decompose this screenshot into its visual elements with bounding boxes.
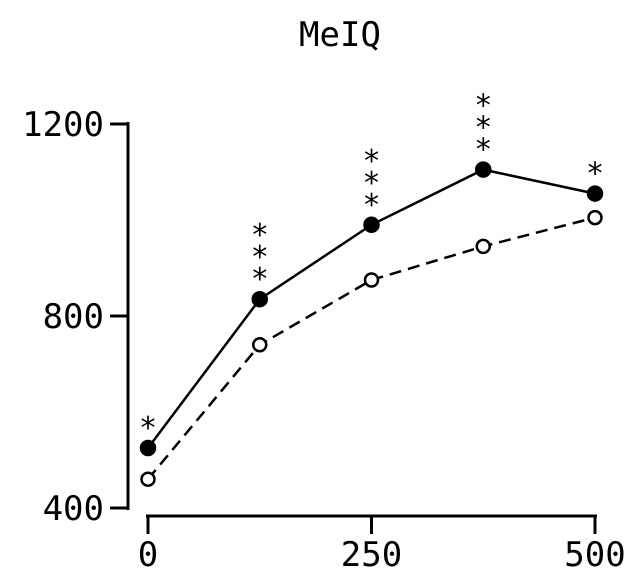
significance-label: * bbox=[139, 411, 157, 446]
series-line-open bbox=[147, 216, 596, 480]
data-point-filled bbox=[475, 161, 492, 178]
data-point-open bbox=[252, 337, 268, 353]
data-point-open bbox=[587, 209, 603, 226]
chart-title: MeIQ bbox=[299, 15, 381, 55]
series-layer bbox=[139, 161, 604, 487]
x-tick-label: 0 bbox=[138, 535, 158, 574]
data-point-open bbox=[140, 471, 156, 487]
data-point-filled bbox=[586, 185, 604, 202]
significance-label: * bbox=[586, 157, 604, 192]
annotation-layer: ** * ** * ** * ** bbox=[139, 89, 604, 446]
significance-label: * * * bbox=[362, 144, 380, 223]
x-tick-label: 500 bbox=[564, 535, 625, 574]
y-tick-label: 1200 bbox=[22, 105, 104, 145]
y-tick-label: 400 bbox=[43, 489, 104, 529]
x-tick-label: 250 bbox=[341, 535, 402, 574]
y-tick-label: 800 bbox=[43, 297, 104, 337]
data-point-filled bbox=[363, 216, 380, 234]
data-point-filled bbox=[139, 439, 157, 457]
axes: 400 800 1200 0 250 500 bbox=[22, 105, 626, 574]
data-point-open bbox=[363, 272, 380, 288]
significance-label: * * * bbox=[474, 89, 492, 168]
data-point-filled bbox=[251, 290, 268, 308]
data-point-open bbox=[475, 238, 491, 255]
significance-label: * * * bbox=[251, 218, 269, 297]
